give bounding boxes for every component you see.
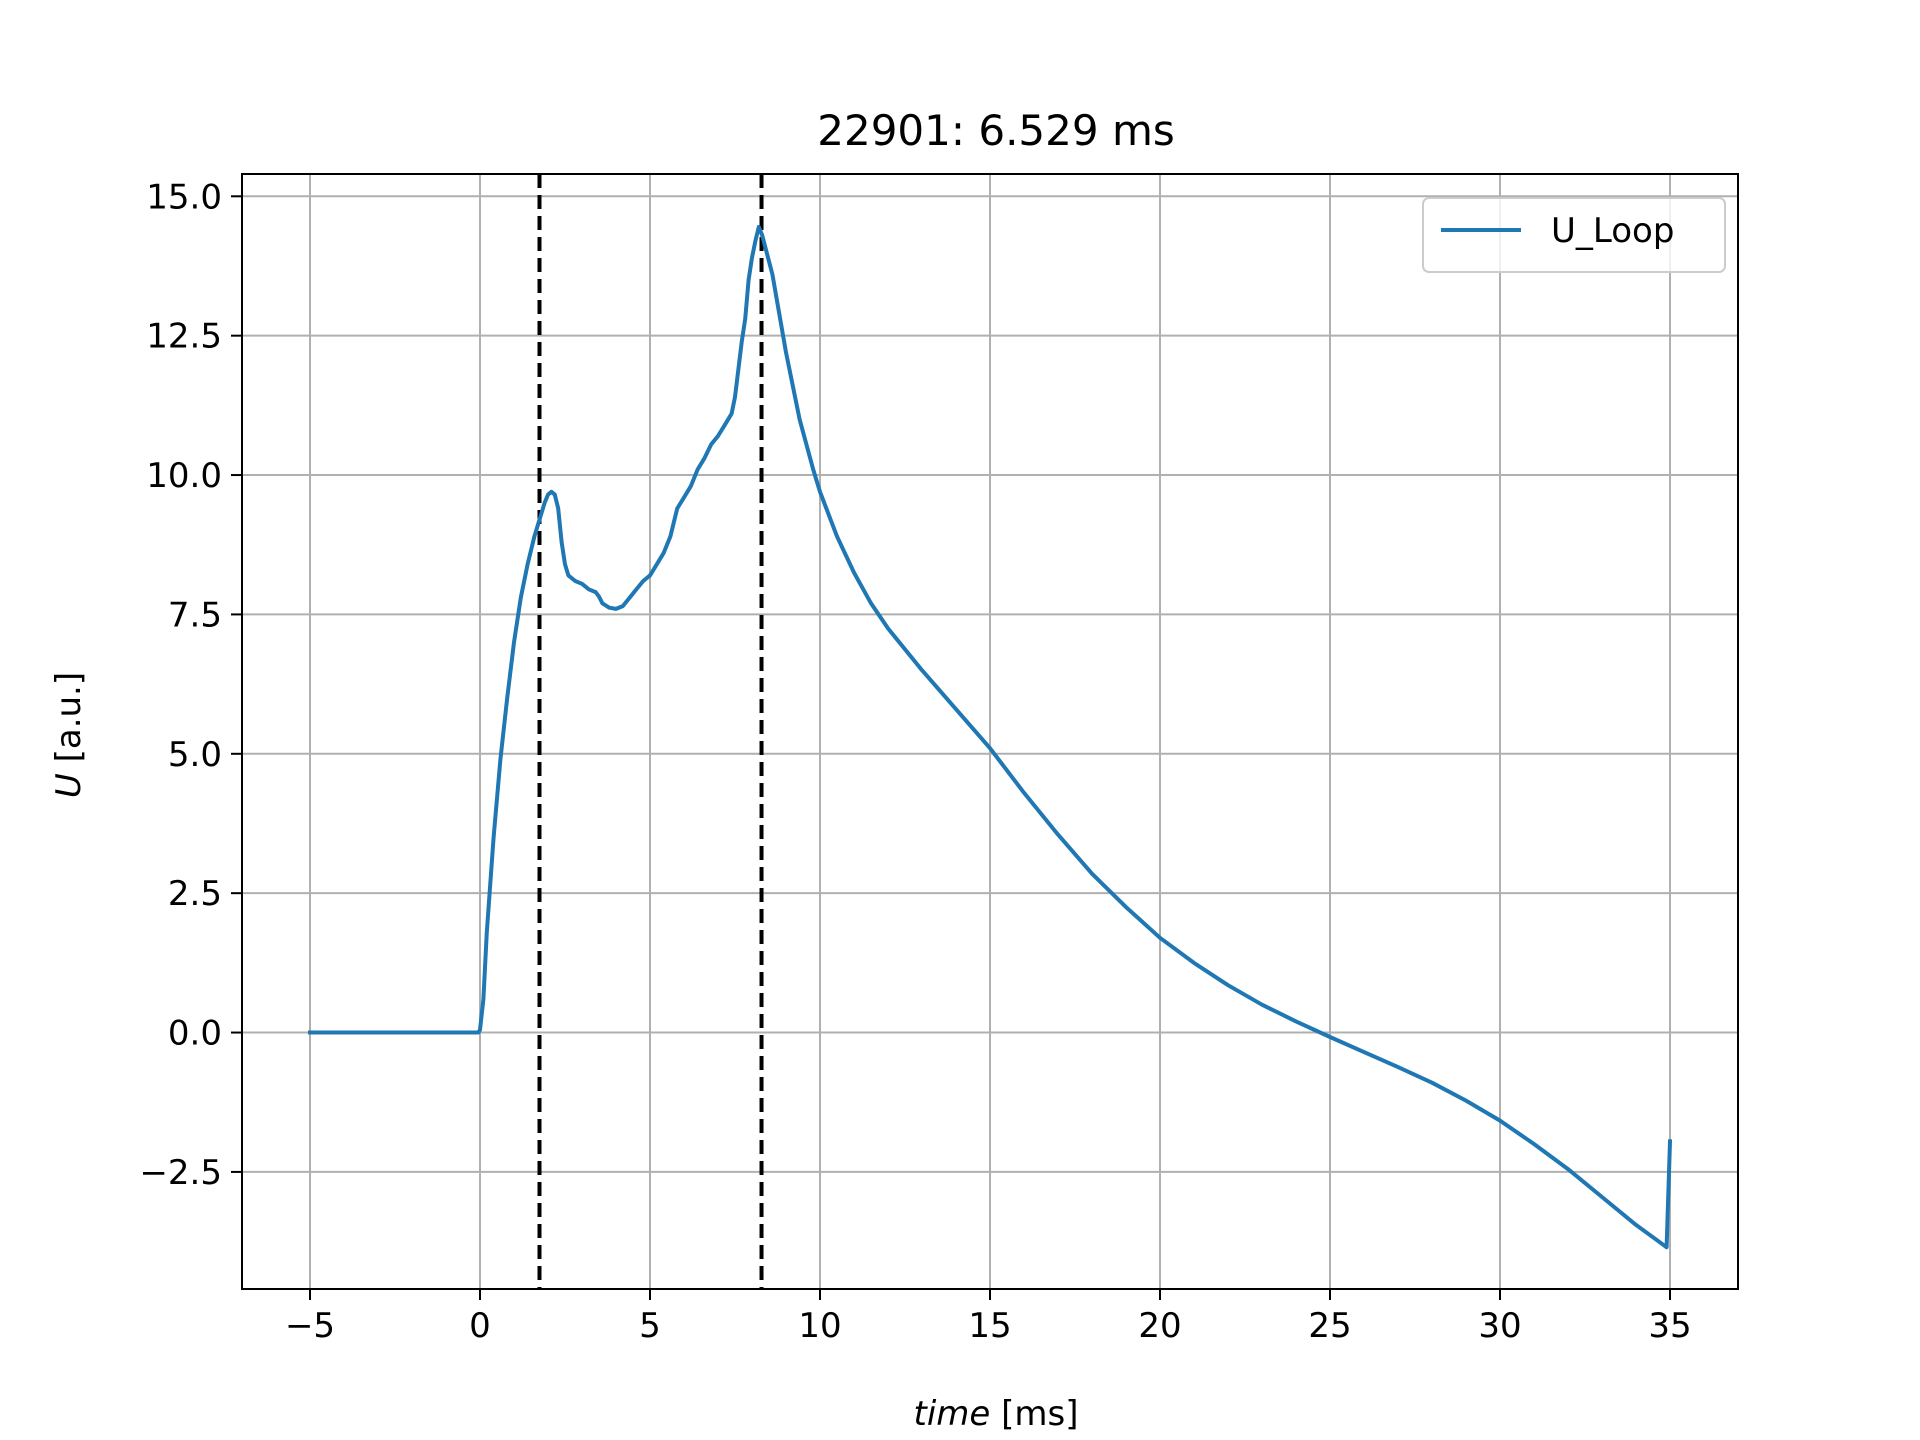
vertical-markers <box>537 174 764 1289</box>
x-axis-unit: [ms] <box>990 1394 1078 1434</box>
y-tick-label: 15.0 <box>146 177 222 217</box>
y-tick-label: −2.5 <box>139 1153 222 1193</box>
legend-box <box>1422 197 1726 273</box>
x-tick-label: −5 <box>285 1306 335 1346</box>
x-tick-label: 25 <box>1308 1306 1351 1346</box>
y-axis-label: U [a.u.] <box>49 672 89 798</box>
y-tick-label: 0.0 <box>168 1014 222 1054</box>
x-tick-label: 30 <box>1478 1306 1521 1346</box>
y-tick-label: 5.0 <box>168 735 222 775</box>
series-layer <box>308 225 1673 1250</box>
series-line-u-loop <box>308 225 1673 1250</box>
x-tick-label: 20 <box>1138 1306 1181 1346</box>
x-axis-variable: time <box>914 1394 991 1434</box>
y-tick-label: 2.5 <box>168 874 222 914</box>
x-axis-ticks: −5 0 5 10 15 20 25 30 35 <box>285 1289 1692 1346</box>
x-axis-label: time [ms] <box>914 1394 1079 1434</box>
y-tick-label: 12.5 <box>146 317 222 357</box>
x-tick-label: 10 <box>798 1306 841 1346</box>
x-tick-label: 0 <box>469 1306 491 1346</box>
y-tick-label: 10.0 <box>146 456 222 496</box>
legend-label-u-loop: U_Loop <box>1551 211 1674 251</box>
y-axis-variable: U <box>49 773 89 798</box>
chart-title: 22901: 6.529 ms <box>817 106 1175 155</box>
x-tick-label: 15 <box>968 1306 1011 1346</box>
y-axis-ticks: −2.5 0.0 2.5 5.0 7.5 10.0 12.5 15.0 <box>139 177 242 1193</box>
grid <box>242 174 1738 1289</box>
legend: U_Loop <box>1422 197 1726 273</box>
x-tick-label: 35 <box>1648 1306 1691 1346</box>
y-axis-unit: [a.u.] <box>49 672 89 773</box>
y-tick-label: 7.5 <box>168 595 222 635</box>
x-tick-label: 5 <box>639 1306 661 1346</box>
